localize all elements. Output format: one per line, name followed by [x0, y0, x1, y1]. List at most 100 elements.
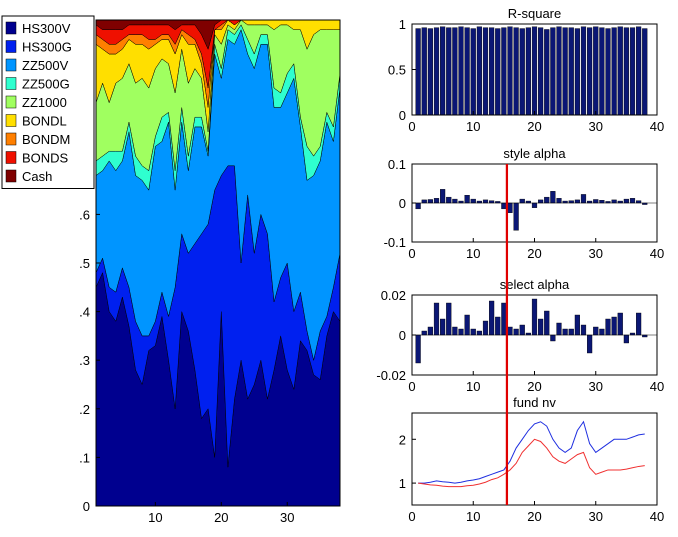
- bar: [433, 27, 440, 116]
- bar: [440, 318, 446, 336]
- style_alpha-xtick-label: 40: [650, 246, 664, 261]
- bar: [636, 200, 642, 204]
- style_weights-ytick-label: 0: [83, 499, 90, 514]
- bar: [470, 28, 476, 116]
- legend-swatch: [5, 77, 17, 90]
- bar: [440, 26, 446, 116]
- legend-label: Cash: [22, 169, 52, 184]
- style_weights-ytick-label: .2: [79, 402, 90, 417]
- bar: [464, 314, 470, 336]
- bar: [446, 196, 452, 204]
- bar: [513, 27, 519, 116]
- bar: [458, 26, 464, 116]
- bar: [605, 318, 611, 336]
- select_alpha-title: select alpha: [500, 277, 570, 292]
- style_weights-xtick-label: 10: [148, 510, 162, 525]
- r_square-xtick-label: 30: [589, 119, 603, 134]
- legend-label: ZZ1000: [22, 95, 67, 110]
- bar: [580, 324, 587, 336]
- r_square-xtick-label: 20: [527, 119, 541, 134]
- bar: [476, 330, 482, 336]
- bar: [556, 26, 562, 116]
- fund_nv-axes-frame: [411, 412, 658, 506]
- bar: [593, 326, 599, 336]
- bar: [538, 318, 544, 336]
- bar: [507, 326, 513, 336]
- fund_nv-xtick-label: 10: [466, 509, 480, 524]
- bar: [611, 199, 617, 204]
- bar: [574, 314, 580, 336]
- bar: [599, 328, 605, 336]
- bar: [513, 328, 519, 336]
- bar: [452, 27, 458, 116]
- bar: [599, 27, 605, 116]
- bar: [611, 316, 617, 336]
- bar: [427, 326, 433, 336]
- bar: [446, 27, 452, 116]
- bar: [507, 202, 513, 213]
- style_weights-chart: 10 20 30 0 .1 .2 .3 .4 .5 .6 HS300V HS300G ZZ500V ZZ5…: [1, 15, 341, 525]
- legend-label: BONDS: [22, 151, 69, 166]
- bar: [623, 27, 629, 116]
- bar: [519, 324, 525, 336]
- bar: [568, 328, 574, 336]
- bar: [629, 198, 636, 204]
- bar: [446, 302, 452, 336]
- r_square-title: R-square: [508, 6, 561, 21]
- r_square-ytick-label: 0.5: [388, 63, 406, 78]
- bar: [525, 27, 531, 116]
- bar: [544, 196, 550, 204]
- style_alpha-xtick-label: 0: [408, 246, 415, 261]
- bar: [605, 28, 611, 116]
- legend-label: ZZ500V: [22, 58, 69, 73]
- bar: [593, 26, 599, 116]
- bar: [489, 200, 495, 204]
- bar: [501, 202, 507, 210]
- bar: [617, 26, 623, 116]
- bar: [574, 28, 580, 116]
- r_square-ytick-label: 1: [399, 17, 406, 32]
- bar: [550, 191, 556, 204]
- legend-swatch: [5, 132, 17, 146]
- fund_nv-chart: 0 10 20 30 40 1 2 fund nv: [399, 395, 664, 524]
- bar: [415, 202, 421, 210]
- select_alpha-xtick-label: 30: [589, 379, 603, 394]
- bar: [452, 198, 458, 204]
- bar: [568, 200, 574, 204]
- nv-series-line: [418, 438, 645, 488]
- fund_nv-xtick-label: 0: [408, 509, 415, 524]
- bar: [580, 26, 587, 116]
- style_alpha-ytick-label: 0: [399, 196, 406, 211]
- bar: [476, 26, 482, 116]
- bar: [495, 316, 501, 336]
- bar: [562, 328, 568, 336]
- bar: [568, 27, 574, 116]
- bar: [587, 334, 593, 354]
- bar: [599, 200, 605, 204]
- select_alpha-xtick-label: 40: [650, 379, 664, 394]
- legend-label: HS300G: [22, 40, 72, 55]
- style_weights-ytick-label: .3: [79, 353, 90, 368]
- bar: [427, 199, 433, 204]
- fund_nv-title: fund nv: [513, 395, 556, 410]
- select_alpha-ytick-label: 0.02: [381, 288, 406, 303]
- bar: [593, 199, 599, 204]
- bar: [538, 199, 544, 204]
- bar: [629, 27, 636, 116]
- fund_nv-xtick-label: 40: [650, 509, 664, 524]
- legend-swatch: [5, 40, 17, 53]
- bar: [611, 27, 617, 116]
- bar: [580, 194, 587, 204]
- legend-label: BONDM: [22, 132, 70, 147]
- bar: [501, 27, 507, 116]
- bar: [642, 28, 648, 116]
- bar: [513, 202, 519, 231]
- style_weights-xtick-label: 30: [280, 510, 294, 525]
- bar: [617, 312, 623, 336]
- select_alpha-ytick-label: -0.02: [376, 368, 406, 383]
- bar: [489, 300, 495, 336]
- select_alpha-xtick-label: 10: [466, 379, 480, 394]
